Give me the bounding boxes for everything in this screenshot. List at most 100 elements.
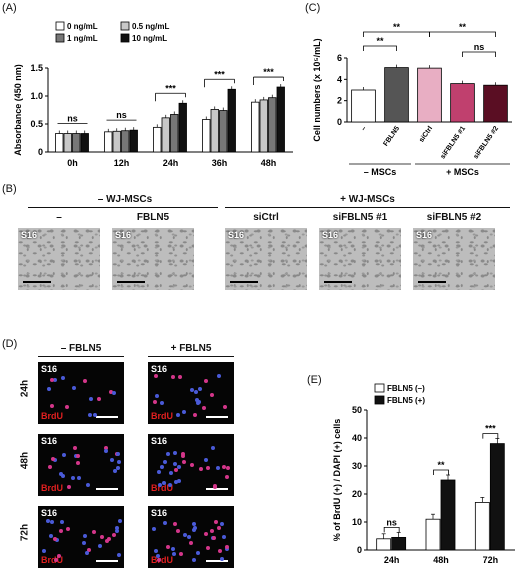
bar	[417, 67, 442, 123]
cell-nucleus	[214, 520, 219, 525]
scale-bar	[206, 488, 228, 490]
fluorescence-image: S16 BrdU	[148, 506, 234, 568]
legend-swatch	[374, 383, 385, 393]
scale-bar	[117, 281, 145, 283]
cell-nucleus	[204, 531, 209, 536]
y-tick-label: 4	[337, 74, 342, 84]
panel-d-label: (D)	[2, 338, 18, 350]
cell-nucleus	[197, 386, 202, 391]
cell-nucleus	[192, 522, 197, 527]
significance-label: **	[459, 22, 467, 32]
cell-nucleus	[49, 534, 54, 539]
cell-nucleus	[52, 458, 57, 463]
cell-nucleus	[202, 406, 207, 411]
cell-nucleus	[45, 519, 50, 524]
cell-nucleus	[177, 464, 182, 469]
cell-nucleus	[173, 522, 178, 526]
cell-nucleus	[92, 529, 97, 534]
significance-bracket	[429, 31, 496, 37]
significance-label: ***	[214, 69, 225, 79]
y-tick-label: 1.5	[30, 63, 43, 73]
bar	[161, 117, 170, 153]
cell-nucleus	[103, 446, 108, 451]
scale-bar	[206, 416, 228, 418]
cell-nucleus	[168, 470, 173, 475]
cell-nucleus	[175, 413, 180, 417]
cell-nucleus	[53, 377, 58, 382]
cell-nucleus	[209, 528, 214, 533]
cell-nucleus	[98, 544, 103, 549]
x-tick-label: 0h	[67, 158, 78, 168]
cell-nucleus	[86, 548, 91, 553]
cell-nucleus	[88, 397, 93, 402]
cell-nucleus	[221, 465, 226, 470]
panel-e-label: (E)	[307, 374, 322, 386]
cell-nucleus	[172, 551, 177, 556]
cell-nucleus	[156, 470, 161, 475]
bar	[489, 443, 505, 551]
cell-nucleus	[191, 557, 196, 562]
x-tick-label: 36h	[212, 158, 228, 168]
bar	[72, 133, 81, 153]
sample-tag: S16	[151, 364, 168, 374]
cell-nucleus	[152, 527, 157, 532]
significance-label: **	[393, 22, 401, 32]
scale-bar	[96, 560, 118, 562]
sample-tag: S16	[322, 230, 339, 240]
bar	[251, 101, 260, 153]
cell-nucleus	[158, 483, 163, 487]
cell-nucleus	[152, 400, 157, 405]
cell-nucleus	[206, 466, 211, 471]
cell-nucleus	[179, 552, 184, 557]
sample-tag: S16	[21, 230, 38, 240]
legend-label: 1 ng/mL	[67, 34, 98, 43]
sample-tag: S16	[41, 508, 58, 518]
cell-nucleus	[97, 397, 102, 402]
micrograph: S16	[18, 228, 100, 290]
cell-nucleus	[204, 379, 209, 384]
cell-nucleus	[66, 485, 71, 490]
bar	[170, 114, 179, 153]
significance-bracket	[433, 469, 449, 475]
cell-nucleus	[155, 394, 160, 399]
cell-nucleus	[157, 557, 162, 562]
significance-label: ***	[485, 424, 496, 434]
sample-tag: S16	[41, 364, 58, 374]
cell-nucleus	[116, 465, 121, 470]
sample-tag: S16	[151, 508, 168, 518]
cell-nucleus	[46, 387, 51, 392]
cell-nucleus	[60, 473, 65, 478]
d-row-label: 72h	[19, 523, 31, 542]
bar	[474, 502, 490, 551]
bar	[63, 133, 72, 153]
cell-nucleus	[161, 481, 166, 486]
cell-nucleus	[100, 535, 105, 540]
cell-nucleus	[82, 533, 87, 538]
cell-nucleus	[49, 377, 54, 382]
cell-nucleus	[82, 378, 87, 383]
cell-nucleus	[193, 412, 198, 417]
stain-label: BrdU	[151, 555, 173, 565]
cell-nucleus	[178, 375, 183, 380]
cell-nucleus	[75, 454, 80, 459]
cell-nucleus	[58, 529, 63, 534]
d-col-line	[148, 356, 234, 357]
cell-nucleus	[180, 453, 185, 458]
cell-nucleus	[115, 528, 120, 533]
significance-bracket	[482, 433, 499, 439]
cell-nucleus	[186, 534, 191, 539]
bar	[391, 536, 407, 551]
bar	[80, 133, 89, 153]
cell-nucleus	[109, 389, 114, 394]
cell-nucleus	[156, 553, 161, 558]
x-tick-label: 48h	[261, 158, 277, 168]
scale-bar	[230, 281, 258, 283]
group-right-line	[225, 207, 510, 208]
cell-nucleus	[223, 405, 228, 410]
cell-nucleus	[66, 526, 71, 531]
cell-nucleus	[109, 458, 114, 463]
cell-nucleus	[192, 525, 197, 530]
cell-nucleus	[206, 545, 211, 550]
x-tick-label: 48h	[433, 555, 449, 565]
sample-tag: S16	[151, 436, 168, 446]
